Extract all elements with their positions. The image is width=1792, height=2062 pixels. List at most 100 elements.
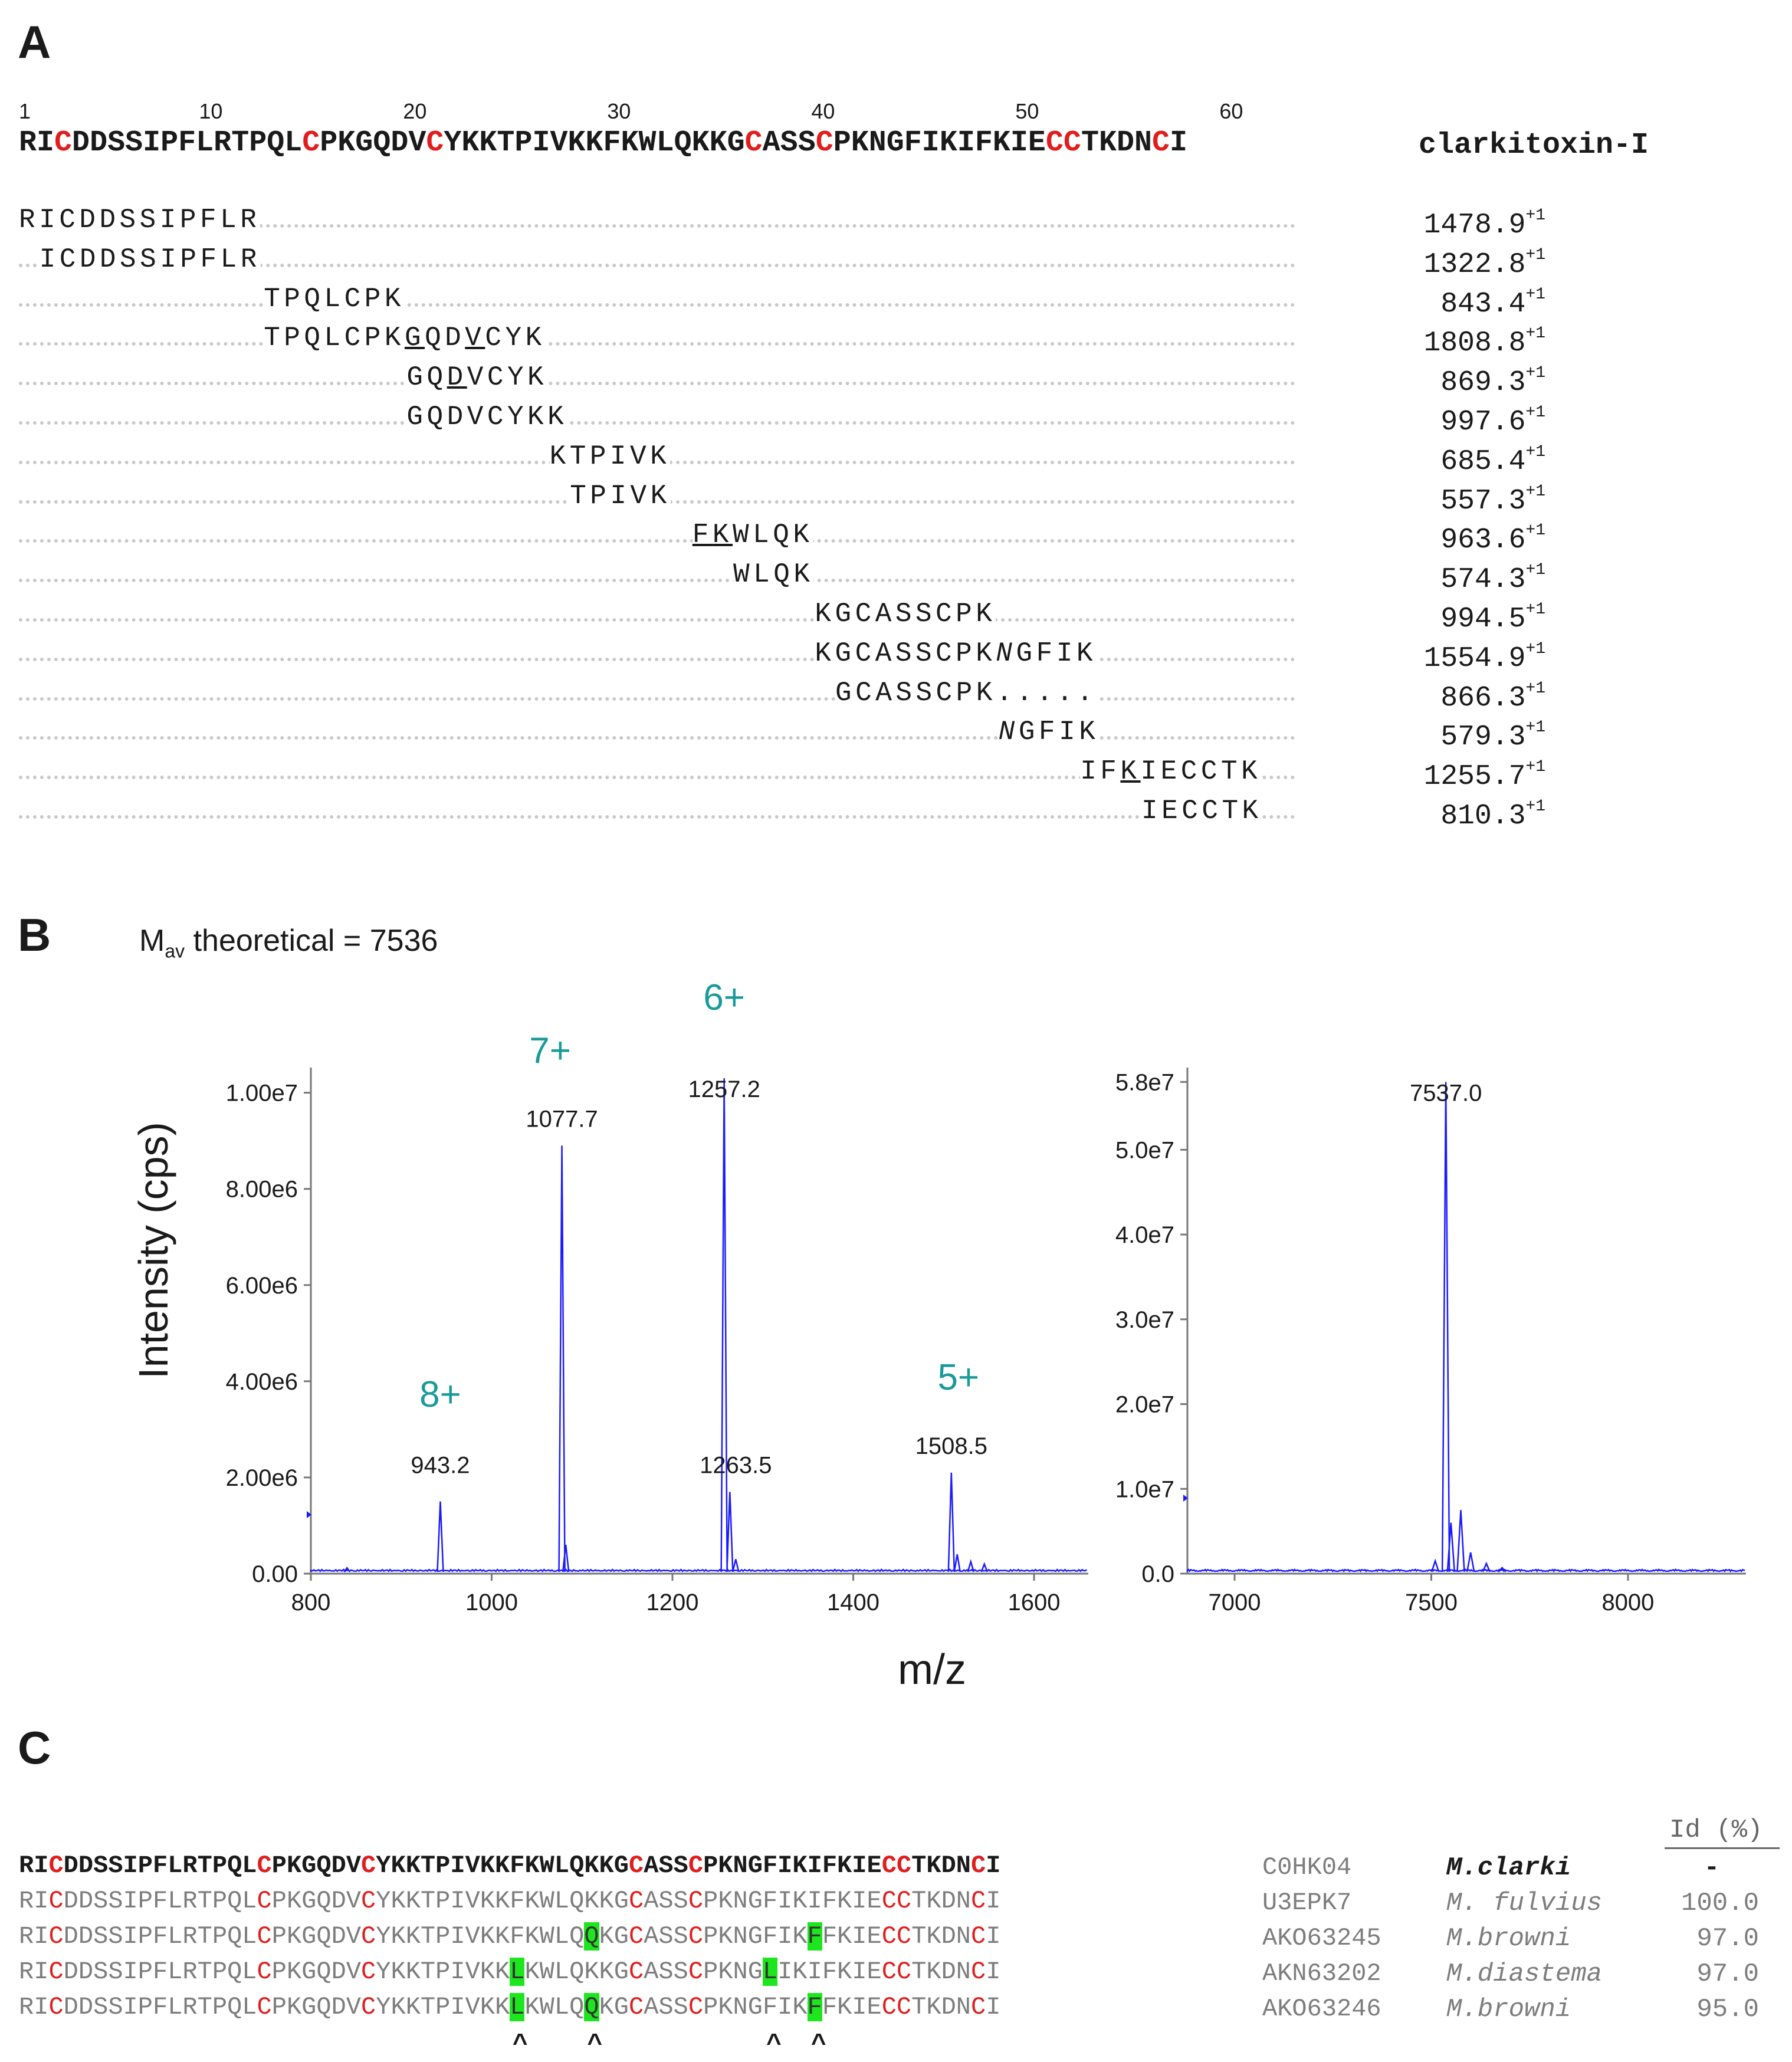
species-name: M.clarki: [1446, 1853, 1571, 1883]
peptide-residue: G: [406, 402, 427, 432]
mass-value: 994.5: [1440, 603, 1526, 635]
residue: I: [450, 1993, 465, 2021]
residue: S: [780, 126, 798, 160]
residue: K: [926, 1887, 941, 1915]
mass-value: 1255.7: [1423, 761, 1526, 793]
mav-m: M: [139, 924, 165, 958]
residue: Q: [674, 126, 692, 160]
peptide-residue: Y: [507, 362, 528, 393]
peptide-residue: F: [200, 244, 221, 275]
peptide-residue: Q: [425, 323, 445, 354]
peptide-residue: L: [753, 520, 773, 551]
peptide-residue: T: [1222, 796, 1242, 826]
cysteine-residue: C: [971, 1922, 986, 1951]
species-name: M. fulvius: [1446, 1889, 1603, 1918]
peptide-residue: N: [996, 638, 1016, 669]
residue: P: [212, 1922, 228, 1951]
cysteine-residue: C: [1152, 126, 1170, 160]
residue: D: [63, 1958, 78, 1986]
spectrum-peak: [1482, 1561, 1491, 1572]
peptide-residue: K: [525, 323, 546, 354]
cysteine-residue: C: [688, 1922, 704, 1951]
y-tick-label: 0.00: [252, 1561, 298, 1587]
peptide-residue: K: [1241, 756, 1262, 787]
residue: I: [34, 1922, 49, 1951]
peptide-residue: N: [998, 717, 1019, 748]
residue: I: [450, 1851, 465, 1880]
peptide-residue: Q: [426, 402, 447, 432]
substitution-residue: L: [762, 1958, 778, 1986]
position-label: 1: [19, 99, 31, 123]
residue: D: [331, 1851, 346, 1880]
residue: K: [480, 1851, 495, 1880]
cysteine-residue: C: [688, 1851, 704, 1880]
residue: K: [390, 1958, 406, 1986]
dotted-guide: [19, 342, 1352, 346]
residue: T: [197, 1993, 212, 2021]
charge-superscript: +1: [1525, 442, 1545, 461]
peptide-residue: K: [712, 520, 733, 551]
residue: K: [718, 1887, 733, 1915]
residue: E: [867, 1993, 882, 2021]
cysteine-residue: C: [628, 1851, 644, 1880]
cysteine-residue: C: [971, 1958, 986, 1986]
residue: I: [852, 1887, 867, 1915]
residue: D: [78, 1993, 94, 2021]
peak-value-label: 1257.2: [688, 1076, 760, 1102]
dotted-guide: [19, 263, 1352, 267]
residue: E: [867, 1851, 882, 1880]
residue: K: [837, 1993, 852, 2021]
residue: Y: [376, 1851, 391, 1880]
dotted-guide: [19, 539, 1352, 543]
residue: Q: [316, 1851, 332, 1880]
cysteine-residue: C: [896, 1922, 912, 1951]
residue: R: [19, 1922, 34, 1951]
residue: N: [868, 126, 887, 160]
cysteine-residue: C: [361, 1993, 376, 2021]
residue: P: [703, 1887, 718, 1915]
y-tick-label: 4.00e6: [226, 1369, 298, 1395]
residue: N: [733, 1887, 748, 1915]
fragment-mass: 1808.8+1: [1298, 324, 1545, 360]
mass-value: 843.4: [1440, 288, 1526, 320]
peptide-residue: .: [1016, 677, 1037, 708]
y-tick-label: 2.00e6: [226, 1465, 298, 1491]
residue: Q: [569, 1851, 585, 1880]
peptide-residue: G: [835, 677, 856, 708]
residue: K: [390, 1922, 406, 1951]
residue: A: [644, 1958, 659, 1986]
residue: I: [34, 1958, 49, 1986]
peptide-residue: R: [240, 205, 261, 235]
peptide-residue: V: [630, 441, 651, 472]
residue: K: [495, 1887, 510, 1915]
cysteine-residue: C: [896, 1851, 912, 1880]
residue: K: [939, 126, 957, 160]
dotted-guide: [19, 776, 1352, 780]
residue: Q: [227, 1851, 242, 1880]
cysteine-residue: C: [361, 1922, 376, 1951]
alignment-sequence: RICDDSSIPFLRTPQLCPKGQDVCYKKTPIVKKLKWLQKK…: [19, 1958, 1000, 1986]
residue: T: [911, 1851, 927, 1880]
charge-state-label: 6+: [703, 977, 745, 1018]
residue: K: [837, 1958, 852, 1986]
peptide-residue: P: [180, 244, 201, 275]
residue: L: [168, 1958, 183, 1986]
residue: K: [495, 1922, 510, 1951]
residue: K: [691, 126, 710, 160]
peptide-residue: F: [199, 205, 221, 235]
peptide-residue: .: [1076, 677, 1097, 708]
cysteine-residue: C: [257, 1851, 272, 1880]
spectrum-peak: [953, 1554, 961, 1572]
baseline-trace: [310, 1568, 1088, 1572]
fragment-mass: 843.4+1: [1298, 285, 1545, 320]
peptide-residue: S: [140, 244, 160, 275]
cysteine-residue: C: [54, 126, 73, 160]
residue: S: [658, 1851, 674, 1880]
peptide-residue: K: [527, 362, 548, 393]
residue: S: [108, 1851, 123, 1880]
residue: F: [510, 1851, 525, 1880]
charge-state-label: 5+: [937, 1357, 979, 1398]
fragment-mass: 810.3+1: [1298, 797, 1545, 832]
residue: K: [792, 1993, 808, 2021]
peptide-fragment: FKWLQK: [692, 521, 813, 549]
